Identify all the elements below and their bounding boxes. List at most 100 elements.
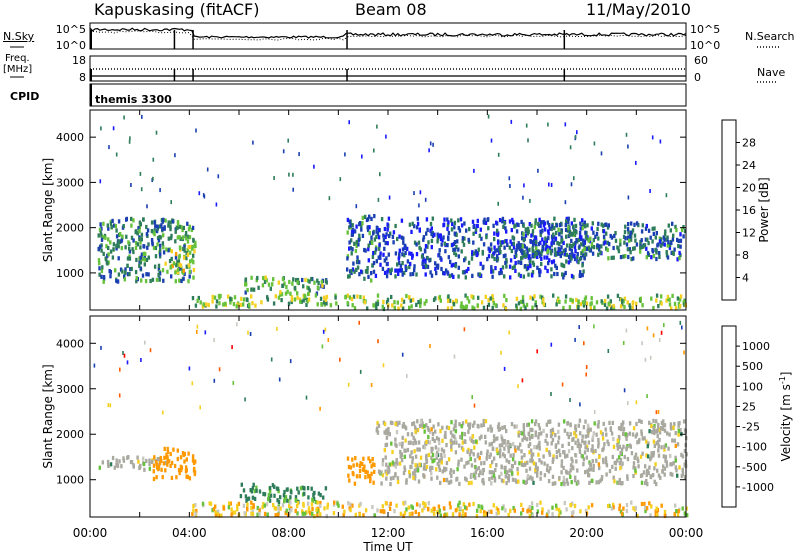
power-cell [521, 244, 524, 249]
velocity-cell [651, 430, 654, 435]
velocity-cell [647, 454, 650, 459]
velocity-cell [283, 499, 286, 504]
power-cells [97, 114, 687, 312]
velocity-cell [519, 430, 523, 436]
power-cell [444, 249, 447, 254]
power-cell [623, 296, 627, 301]
velocity-cell [643, 505, 647, 510]
power-cell [128, 272, 131, 277]
velocity-cell [604, 456, 608, 461]
power-cell [137, 226, 140, 231]
velocity-cell [443, 466, 446, 471]
power-cell [514, 250, 517, 255]
power-cell [353, 269, 356, 274]
power-cell [167, 236, 170, 241]
power-cell [479, 227, 482, 232]
velocity-cell [678, 421, 681, 426]
velocity-cell [514, 478, 517, 483]
velocity-cell [404, 448, 407, 453]
velocity-cell [220, 513, 223, 518]
power-cell [298, 152, 300, 157]
power-cell [448, 273, 451, 279]
power-cell [281, 283, 284, 288]
power-cell [140, 237, 143, 242]
velocity-cell [188, 476, 192, 481]
velocity-cell [641, 436, 644, 441]
velocity-cell [194, 503, 197, 508]
power-cell [652, 305, 655, 311]
velocity-cell [422, 473, 425, 478]
power-cell [501, 240, 504, 245]
power-cell [501, 219, 504, 224]
velocity-cell [380, 481, 383, 486]
power-cell [664, 229, 667, 234]
velocity-cell [149, 348, 152, 353]
velocity-cell [495, 463, 498, 468]
power-cell [580, 251, 583, 256]
power-cell [368, 231, 371, 236]
velocity-cell [295, 498, 298, 503]
power-cell [373, 148, 375, 153]
velocity-cell [409, 454, 412, 459]
velocity-cell [622, 426, 626, 432]
velocity-cell [538, 426, 541, 431]
power-cell [252, 140, 254, 145]
power-cell [508, 245, 511, 250]
velocity-cell [534, 462, 537, 467]
power-cell [287, 138, 289, 143]
velocity-cell [686, 513, 689, 518]
power-cell [283, 281, 286, 286]
velocity-cell [457, 462, 460, 467]
power-cell [401, 252, 404, 257]
power-cell [272, 277, 275, 282]
velocity-cell [480, 434, 483, 439]
power-cell [600, 244, 603, 249]
power-cell [604, 240, 607, 245]
power-cell [169, 220, 172, 225]
power-cell [570, 273, 574, 279]
velocity-cell [652, 426, 655, 431]
velocity-cell [531, 505, 534, 511]
power-cell [351, 267, 355, 272]
power-cell [161, 268, 165, 273]
velocity-cell [532, 480, 535, 485]
power-cell [619, 255, 623, 260]
power-cell [570, 182, 573, 187]
velocity-cell [394, 461, 397, 466]
power-cell [573, 232, 577, 238]
power-cell [145, 257, 149, 262]
velocity-cell [626, 457, 630, 462]
velocity-colorbar-tick-label: -500 [742, 461, 767, 474]
velocity-cell [576, 438, 580, 443]
power-cell [627, 144, 629, 149]
power-cell [112, 126, 115, 131]
power-cell [660, 301, 663, 306]
velocity-cell [646, 444, 649, 449]
velocity-cell [616, 443, 619, 448]
noise-left-tick-bottom: 10^0 [56, 39, 86, 52]
velocity-cell [385, 471, 388, 476]
velocity-cell [315, 507, 318, 512]
velocity-cell [530, 448, 533, 453]
velocity-cell [451, 512, 455, 517]
power-cell [361, 233, 365, 238]
power-cell [138, 237, 141, 242]
power-cell [186, 239, 190, 244]
velocity-cell [612, 502, 615, 507]
power-cell [296, 277, 300, 283]
power-cell [668, 297, 671, 302]
power-cell [98, 261, 101, 266]
velocity-cell [562, 475, 566, 480]
power-cell [364, 269, 368, 274]
power-cell [529, 259, 532, 264]
power-cell [397, 256, 400, 261]
power-cell [124, 270, 127, 275]
power-cell [155, 229, 159, 234]
power-cell [558, 241, 561, 246]
power-cell [121, 269, 124, 274]
power-cell [124, 267, 127, 272]
power-cell [470, 256, 474, 261]
power-cell [557, 246, 560, 251]
power-cell [460, 301, 463, 306]
power-cell [499, 240, 503, 245]
